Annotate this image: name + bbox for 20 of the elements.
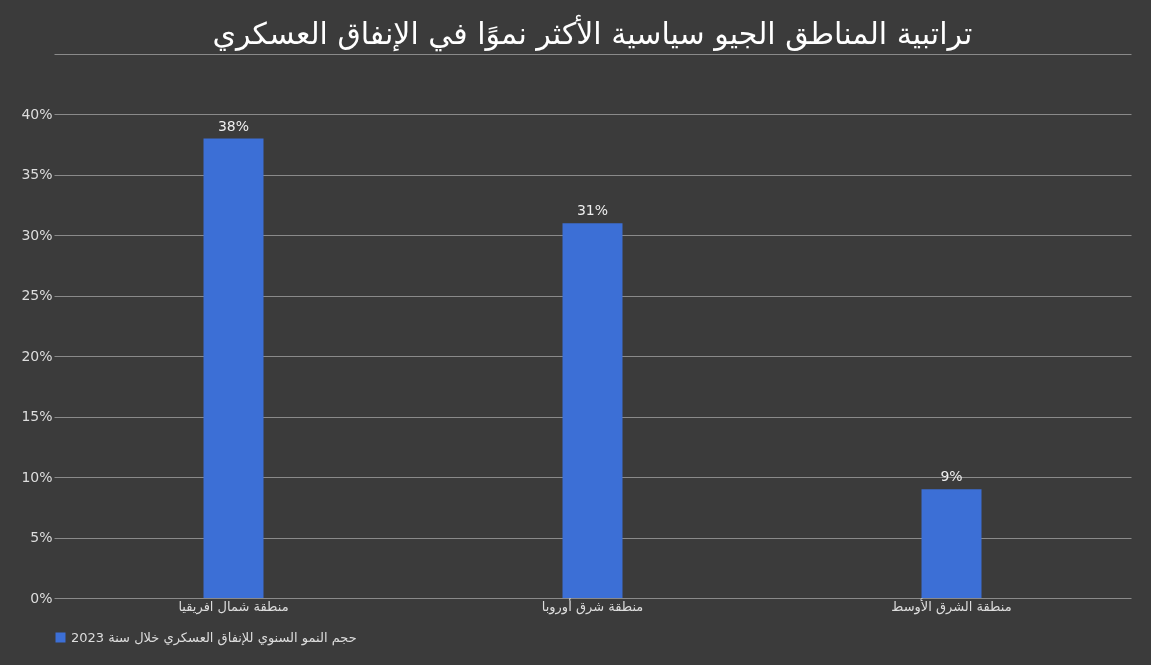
x-tick-label: منطقة شمال افريقيا — [178, 598, 289, 615]
data-label: 38% — [217, 117, 250, 134]
y-tick-label: 10% — [21, 468, 53, 485]
y-tick-label: 25% — [21, 287, 53, 304]
x-tick-label: منطقة شرق أوروبا — [541, 597, 644, 615]
bar — [921, 489, 982, 598]
y-tick-label: 5% — [30, 529, 53, 546]
bar — [203, 138, 264, 598]
y-tick-label: 15% — [21, 408, 53, 425]
y-tick-label: 35% — [21, 166, 53, 183]
bar — [562, 223, 623, 598]
y-tick-label: 20% — [21, 347, 53, 364]
chart-title: تراتبية المناطق الجيو سياسية الأكثر نموًا في الإنفاق العسكري — [212, 14, 973, 52]
x-tick-label: منطقة الشرق الأوسط — [891, 597, 1012, 615]
y-tick-label: 0% — [30, 589, 53, 606]
data-label: 31% — [576, 202, 609, 219]
y-tick-label: 30% — [21, 226, 53, 243]
legend-label: حجم النمو السنوي للإنفاق العسكري خلال سنة 2023 — [71, 629, 357, 646]
y-tick-label: 40% — [21, 105, 53, 122]
data-label: 9% — [940, 468, 963, 485]
